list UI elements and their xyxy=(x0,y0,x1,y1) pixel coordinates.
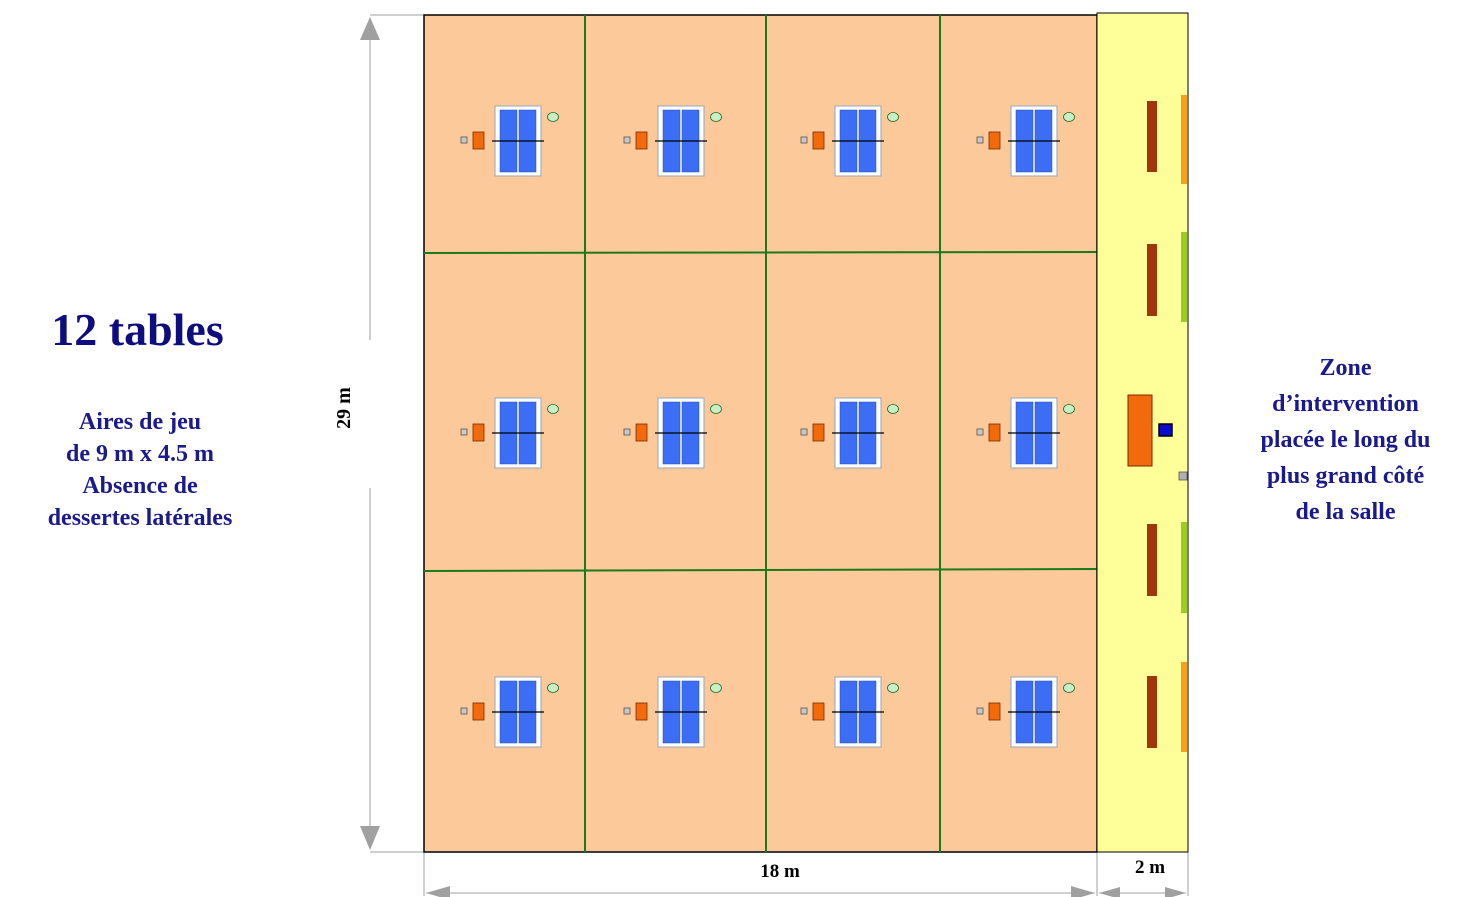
description-line: Absence de xyxy=(82,473,198,499)
small-box xyxy=(1178,471,1188,481)
side-strip xyxy=(1181,232,1187,322)
side-strip xyxy=(1181,95,1187,184)
table-setup xyxy=(800,397,899,469)
scoreboard xyxy=(623,136,631,144)
table-setup xyxy=(623,105,722,177)
table-setup xyxy=(460,676,559,748)
scoreboard xyxy=(976,136,984,144)
table-setup xyxy=(800,105,899,177)
towel-box xyxy=(1063,112,1075,122)
towel-box xyxy=(547,404,559,414)
towel-box xyxy=(710,112,722,122)
umpire-chair xyxy=(812,423,825,442)
umpire-chair xyxy=(988,423,1001,442)
side-strip xyxy=(1181,522,1187,613)
umpire-chair xyxy=(635,702,648,721)
intervention-zone-description: Zone d’intervention placée le long du pl… xyxy=(1218,350,1471,530)
umpire-chair xyxy=(472,423,485,442)
towel-box xyxy=(547,112,559,122)
towel-box xyxy=(887,683,899,693)
scoreboard xyxy=(800,707,808,715)
scoreboard xyxy=(460,707,468,715)
scoreboard xyxy=(976,428,984,436)
description-line: d’intervention xyxy=(1272,391,1419,417)
towel-box xyxy=(710,683,722,693)
table-setup xyxy=(460,105,559,177)
towel-box xyxy=(887,404,899,414)
zone-width-dimension-label: 2 m xyxy=(1134,857,1166,878)
description-line: Zone xyxy=(1319,355,1372,381)
table-setup xyxy=(976,676,1075,748)
umpire-chair xyxy=(988,131,1001,150)
table-setup xyxy=(976,105,1075,177)
table-setup xyxy=(800,676,899,748)
area-divider-line xyxy=(423,568,1098,572)
umpire-chair xyxy=(812,131,825,150)
table-setup xyxy=(460,397,559,469)
playing-area-description: Aires de jeu de 9 m x 4.5 m Absence de d… xyxy=(5,406,275,534)
umpire-chair xyxy=(472,702,485,721)
umpire-chair xyxy=(812,702,825,721)
intervention-zone-items xyxy=(1127,95,1188,752)
umpire-chair xyxy=(635,131,648,150)
description-line: plus grand côté xyxy=(1266,463,1425,489)
description-line: dessertes latérales xyxy=(47,505,233,531)
towel-box xyxy=(1063,683,1075,693)
description-line: de la salle xyxy=(1295,499,1396,525)
scoreboard xyxy=(623,428,631,436)
bench xyxy=(1147,524,1157,596)
description-line: placée le long du xyxy=(1260,427,1431,453)
towel-box xyxy=(547,683,559,693)
description-line: de 9 m x 4.5 m xyxy=(66,441,214,467)
umpire-chair xyxy=(635,423,648,442)
towel-box xyxy=(887,112,899,122)
table-setup xyxy=(623,397,722,469)
height-dimension-line xyxy=(360,14,424,853)
height-dimension-label: 29 m xyxy=(333,387,355,429)
scoreboard xyxy=(800,136,808,144)
referee-table xyxy=(1127,394,1153,467)
table-setup xyxy=(976,397,1075,469)
page-title: 12 tables xyxy=(51,304,224,355)
umpire-chair xyxy=(472,131,485,150)
area-dividers xyxy=(423,15,1098,852)
description-line: Aires de jeu xyxy=(78,409,202,435)
width-dimension-line xyxy=(423,852,1189,897)
control-box xyxy=(1158,423,1173,437)
umpire-chair xyxy=(988,702,1001,721)
side-strip xyxy=(1181,662,1187,752)
table-setup xyxy=(623,676,722,748)
scoreboard xyxy=(976,707,984,715)
bench xyxy=(1147,244,1157,316)
scoreboard xyxy=(623,707,631,715)
towel-box xyxy=(1063,404,1075,414)
scoreboard xyxy=(460,136,468,144)
towel-box xyxy=(710,404,722,414)
bench xyxy=(1147,101,1157,172)
area-divider-line xyxy=(423,251,1098,254)
width-dimension-label: 18 m xyxy=(760,861,800,882)
scoreboard xyxy=(460,428,468,436)
tables-layer xyxy=(460,105,1075,748)
bench xyxy=(1147,676,1157,748)
scoreboard xyxy=(800,428,808,436)
